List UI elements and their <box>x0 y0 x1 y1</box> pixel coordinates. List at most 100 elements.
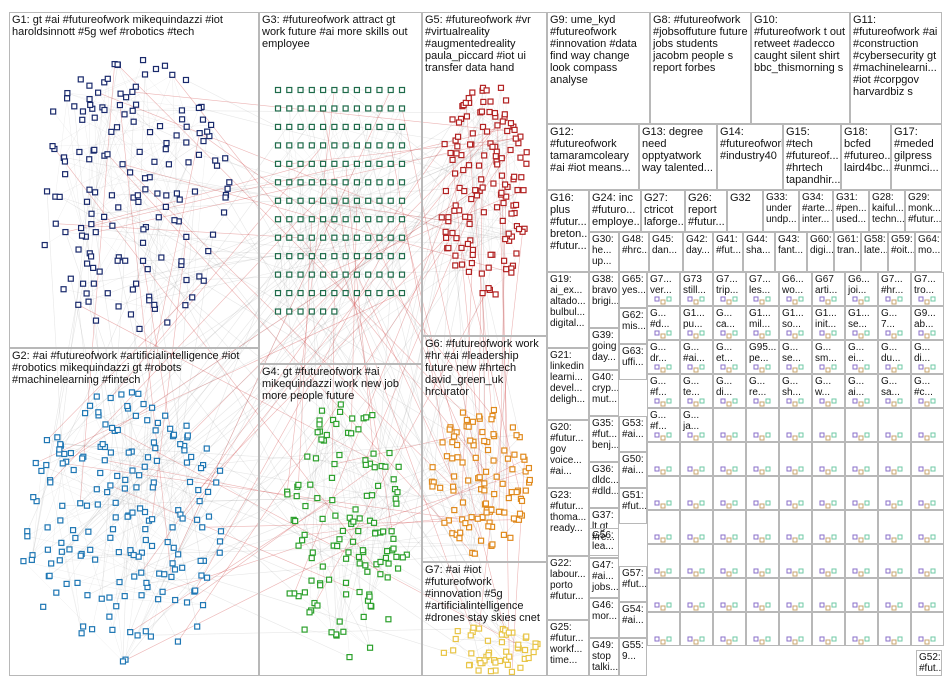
tiny-group-panel <box>878 612 911 646</box>
graph-node <box>132 280 140 287</box>
graph-edge <box>185 79 279 128</box>
graph-node <box>32 459 39 467</box>
graph-edge <box>401 219 507 635</box>
graph-node <box>376 105 383 112</box>
graph-node <box>786 330 792 336</box>
graph-node <box>119 658 127 665</box>
graph-edge <box>289 274 526 660</box>
graph-node <box>301 626 308 633</box>
graph-edge <box>456 228 525 239</box>
graph-node <box>142 526 149 533</box>
graph-node <box>136 472 143 479</box>
graph-node <box>654 330 660 336</box>
group-label-g13: G13: degree need opptyatwork way talente… <box>642 126 713 174</box>
graph-edge <box>64 110 133 175</box>
graph-node <box>383 548 391 555</box>
graph-edge <box>139 193 178 329</box>
graph-node <box>343 591 350 598</box>
graph-node <box>203 574 211 581</box>
graph-node <box>286 105 293 112</box>
graph-edge <box>167 236 187 323</box>
graph-node <box>308 160 315 167</box>
graph-edge <box>55 98 68 197</box>
graph-node <box>144 266 151 273</box>
graph-node <box>885 364 891 370</box>
graph-node <box>149 484 156 491</box>
graph-node <box>522 487 529 494</box>
tiny-group-panel: G... #c... <box>911 374 944 408</box>
graph-edge <box>87 459 366 596</box>
tiny-group-panel: G1... init... <box>812 306 845 340</box>
graph-node <box>220 209 228 216</box>
graph-node <box>505 629 512 636</box>
tiny-group-panel <box>911 544 944 578</box>
graph-node <box>132 412 139 419</box>
graph-node <box>297 289 304 297</box>
graph-node <box>693 333 699 339</box>
graph-node <box>179 515 186 522</box>
graph-node <box>514 186 521 194</box>
graph-node <box>476 474 483 481</box>
graph-node <box>195 151 203 158</box>
graph-node <box>129 107 136 114</box>
graph-node <box>517 664 524 671</box>
graph-node <box>387 105 394 112</box>
graph-edge <box>27 536 176 570</box>
group-label-g10: G10: #futureofwork t out retweet #adecco… <box>754 14 846 74</box>
tiny-group-panel <box>812 510 845 544</box>
graph-node <box>481 437 488 445</box>
graph-edge <box>149 177 228 190</box>
graph-node <box>319 86 327 94</box>
graph-node <box>387 234 394 241</box>
group-panel-g38: G38: bravo brigi... <box>589 272 619 328</box>
graph-node <box>891 299 897 305</box>
graph-node <box>309 549 316 556</box>
tiny-group-label: G... di... <box>914 342 931 364</box>
graph-node <box>342 271 349 278</box>
tiny-group-panel <box>779 578 812 612</box>
graph-node <box>172 596 179 604</box>
graph-node <box>918 364 924 370</box>
graph-node <box>469 246 477 254</box>
graph-edge <box>62 505 163 593</box>
group-label-g64: G64: mo... <box>918 234 941 256</box>
graph-node <box>93 486 100 493</box>
group-panel-g35: G35: #fut... benj... <box>589 416 619 462</box>
graph-node <box>798 364 804 370</box>
graph-node <box>79 116 86 123</box>
graph-node <box>507 534 514 541</box>
graph-node <box>24 533 31 540</box>
tiny-group-label: G... ca... <box>716 308 735 330</box>
graph-node <box>139 56 147 64</box>
graph-edge <box>141 572 195 592</box>
graph-edge <box>300 163 313 312</box>
tiny-group-panel <box>779 476 812 510</box>
graph-node <box>114 257 121 264</box>
graph-edge <box>307 456 377 565</box>
graph-edge <box>334 256 473 553</box>
graph-node <box>107 482 114 489</box>
graph-node <box>897 330 903 336</box>
graph-edge <box>297 486 321 584</box>
graph-node <box>520 187 527 194</box>
graph-edge <box>371 495 381 562</box>
graph-node <box>376 253 383 260</box>
graph-node <box>318 407 326 414</box>
graph-edge <box>98 412 299 597</box>
graph-edge <box>137 569 176 636</box>
graph-node <box>274 253 282 260</box>
graph-edge <box>490 458 509 510</box>
graph-node <box>331 142 338 149</box>
graph-edge <box>52 111 144 230</box>
graph-edge <box>501 175 510 657</box>
tiny-group-label: G95... pe... <box>749 342 777 364</box>
graph-node <box>449 455 456 462</box>
tiny-group-panel: G1... so... <box>779 306 812 340</box>
graph-node <box>342 555 350 562</box>
graph-edge <box>504 100 507 240</box>
tiny-group-label: G... re... <box>749 376 767 398</box>
graph-edge <box>300 200 313 257</box>
graph-edge <box>305 485 379 507</box>
graph-node <box>170 544 177 551</box>
graph-node <box>139 239 147 246</box>
